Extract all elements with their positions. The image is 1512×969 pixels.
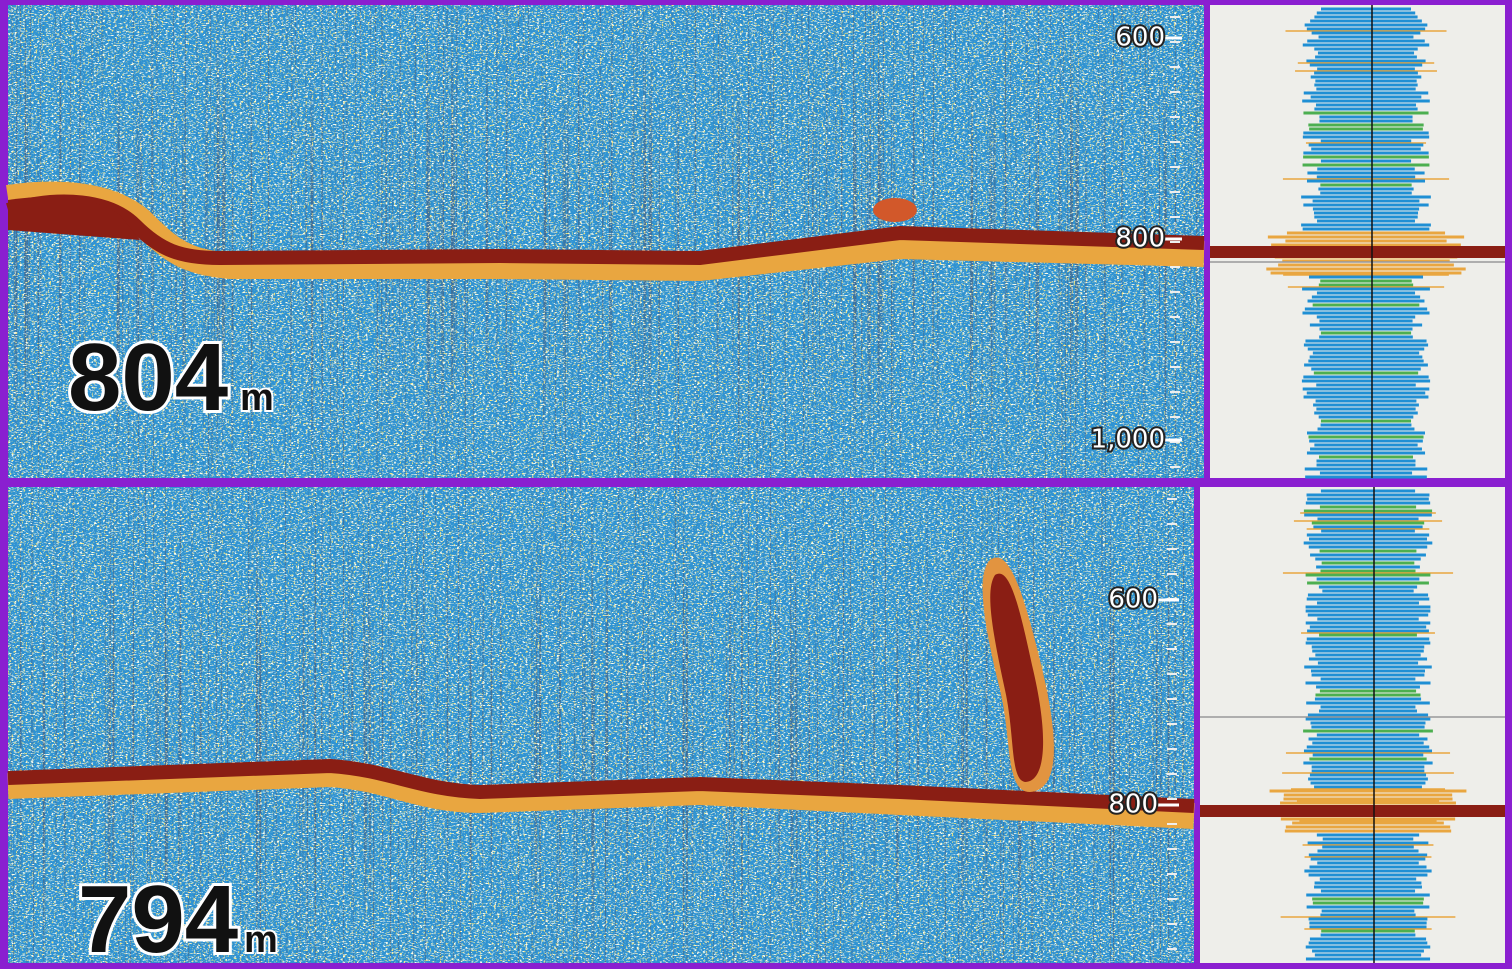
depth-unit: m xyxy=(244,919,278,961)
scale-label: 600 xyxy=(1108,585,1158,615)
a-scope-bottom xyxy=(1200,805,1505,817)
sonar-panel xyxy=(6,5,1505,478)
depth-unit: m xyxy=(240,377,274,419)
bottom-echo xyxy=(8,196,140,240)
fish-echo xyxy=(873,198,917,222)
a-scope-bottom xyxy=(1210,246,1505,258)
scale-label: 600 xyxy=(1115,23,1165,53)
depth-readout: 794 xyxy=(78,866,238,969)
fish-echo xyxy=(990,573,1044,782)
scale-label: 800 xyxy=(1115,224,1165,254)
bottom-echo-halo xyxy=(7,760,1195,829)
scale-label: 800 xyxy=(1108,790,1158,820)
depth-readout: 804 xyxy=(68,324,228,431)
bottom-echo xyxy=(7,758,1195,813)
scale-label: 1,000 xyxy=(1091,425,1165,455)
sonar-panel xyxy=(7,487,1505,963)
